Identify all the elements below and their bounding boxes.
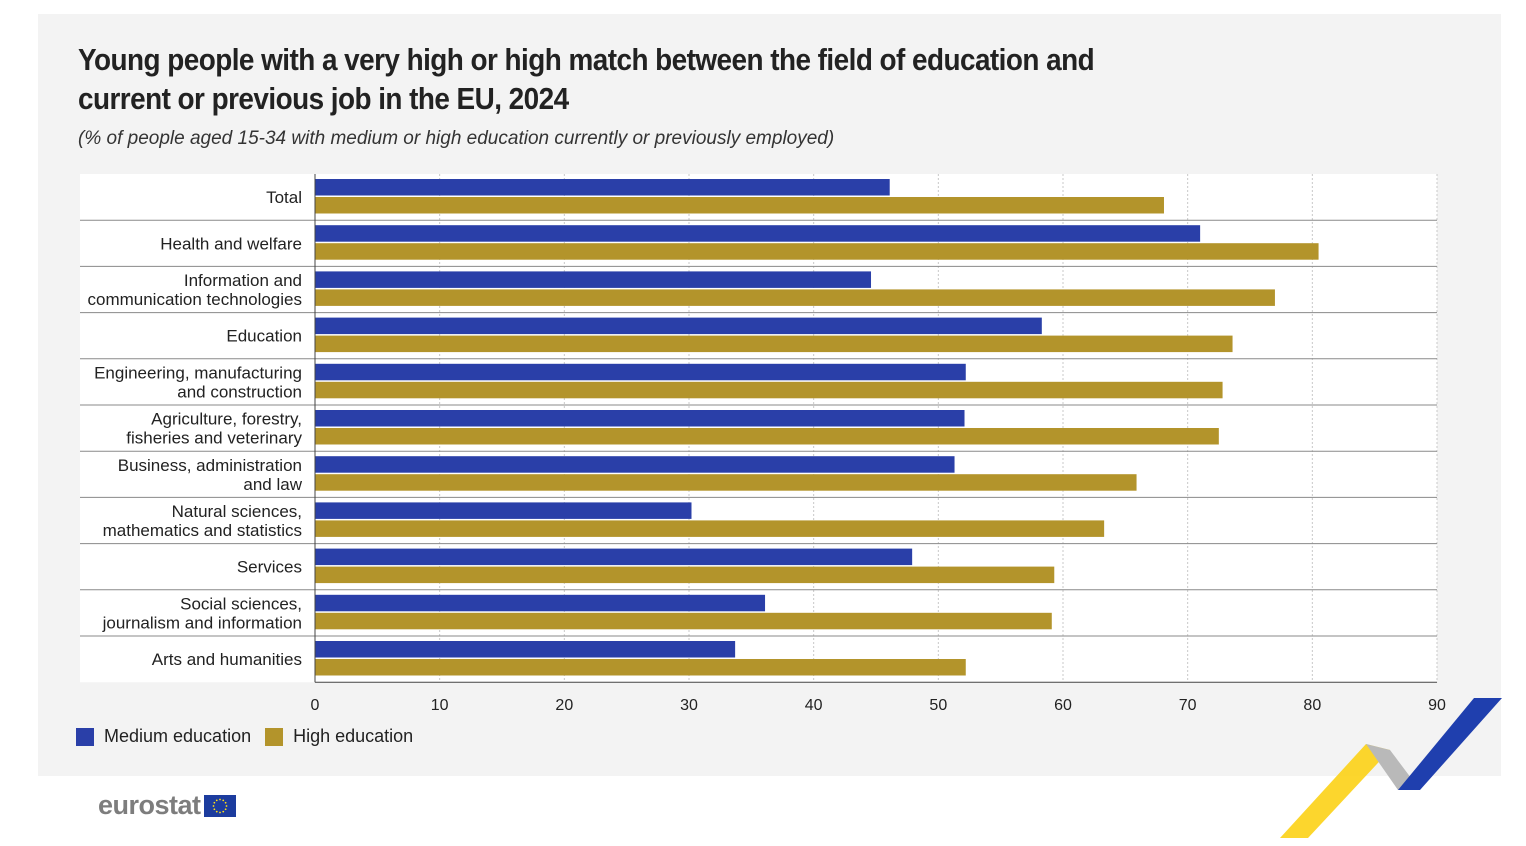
chart-title: Young people with a very high or high ma… [78, 42, 1095, 116]
eu-star-icon [221, 810, 224, 813]
bar-high-education [315, 428, 1219, 445]
eu-star-icon [225, 804, 227, 807]
category-label-line: Business, administration [118, 456, 302, 475]
eu-star-icon [212, 804, 214, 807]
bar-high-education [315, 474, 1137, 491]
category-label-line: Natural sciences, [172, 502, 302, 521]
bar-high-education [315, 335, 1233, 353]
category-label: Engineering, manufacturing and constructi… [94, 363, 302, 401]
bar-high-education [315, 243, 1319, 260]
category-label-line: Health and welfare [160, 234, 302, 253]
legend-item-high-education: High education [265, 726, 413, 747]
category-label: Social sciences, journalism and informati… [102, 594, 302, 632]
category-label-line: journalism and information [102, 613, 302, 632]
category-label: Agriculture, forestry, fisheries and vete… [126, 410, 302, 448]
bar-medium-education [315, 363, 966, 381]
bar-medium-education [315, 410, 965, 427]
eu-star-icon [224, 807, 227, 810]
category-label: Business, administration and law [118, 456, 303, 494]
bar-high-education [315, 197, 1164, 214]
eu-star-icon [213, 807, 215, 810]
eu-star-icon [215, 798, 218, 801]
deco-blue-stripe [1398, 698, 1502, 790]
decorative-arrow-graphic [1280, 698, 1502, 838]
bar-medium-education [315, 456, 955, 473]
legend-item-medium-education: Medium education [76, 726, 251, 747]
category-label-line: Social sciences, [180, 594, 302, 613]
category-label-line: Total [266, 188, 302, 207]
bar-medium-education [315, 548, 913, 566]
x-tick-label: 20 [555, 697, 573, 714]
eurostat-logo: eurostat [98, 790, 236, 821]
category-label-line: Arts and humanities [152, 650, 302, 669]
eu-star-icon [224, 801, 227, 804]
legend: Medium education High education [76, 726, 427, 747]
x-tick-label: 80 [1303, 697, 1321, 714]
category-label: Total [266, 188, 302, 207]
category-label: Health and welfare [160, 234, 302, 253]
category-label-line: and construction [177, 382, 302, 401]
category-label-line: Education [226, 327, 302, 346]
category-label-line: and law [243, 475, 302, 494]
legend-label-high-education: High education [293, 726, 414, 746]
deco-yellow-stripe [1280, 744, 1390, 838]
bar-medium-education [315, 594, 766, 612]
category-label-line: mathematics and statistics [103, 521, 302, 540]
x-tick-label: 50 [929, 697, 947, 714]
eu-star-icon [218, 798, 221, 800]
category-label-line: Agriculture, forestry, [151, 410, 302, 429]
x-tick-label: 70 [1179, 697, 1197, 714]
bar-high-education [315, 381, 1223, 399]
legend-swatch-high-education [265, 727, 284, 746]
category-label: Education [226, 327, 302, 346]
deco-grey-stripe [1366, 744, 1420, 790]
category-label: Arts and humanities [152, 650, 302, 669]
bar-high-education [315, 289, 1275, 306]
x-tick-label: 40 [805, 697, 823, 714]
x-tick-label: 60 [1054, 697, 1072, 714]
bar-medium-education [315, 641, 736, 658]
eu-star-icon [218, 811, 221, 813]
bar-medium-education [315, 271, 872, 288]
eu-flag-icon [203, 794, 236, 817]
bar-high-education [315, 659, 966, 676]
x-tick-label: 10 [431, 697, 449, 714]
legend-label-medium-education: Medium education [104, 726, 252, 746]
category-label-line: Services [237, 558, 302, 577]
category-label: Natural sciences, mathematics and statist… [103, 502, 302, 540]
bar-high-education [315, 566, 1055, 584]
eu-stars-icon [212, 798, 227, 813]
legend-swatch-medium-education [76, 727, 94, 746]
x-tick-label: 90 [1428, 697, 1446, 714]
category-label-line: Information and [184, 271, 302, 290]
bar-medium-education [315, 225, 1201, 242]
category-label: Information and communication technologie… [87, 271, 302, 309]
category-label-line: fisheries and veterinary [126, 429, 302, 448]
category-label: Services [237, 558, 302, 577]
eu-star-icon [221, 798, 224, 801]
x-tick-label: 30 [680, 697, 698, 714]
bar-medium-education [315, 317, 1042, 335]
bar-medium-education [315, 502, 692, 519]
eurostat-wordmark: eurostat [98, 790, 201, 820]
bar-medium-education [315, 179, 890, 196]
chart-subtitle: (% of people aged 15-34 with medium or h… [78, 128, 835, 149]
eu-star-icon [213, 801, 215, 804]
bar-high-education [315, 612, 1052, 630]
category-label-line: Engineering, manufacturing [94, 363, 302, 382]
bar-high-education [315, 520, 1105, 537]
eu-star-icon [215, 810, 218, 813]
category-label-line: communication technologies [87, 290, 302, 309]
x-tick-label: 0 [311, 697, 320, 714]
